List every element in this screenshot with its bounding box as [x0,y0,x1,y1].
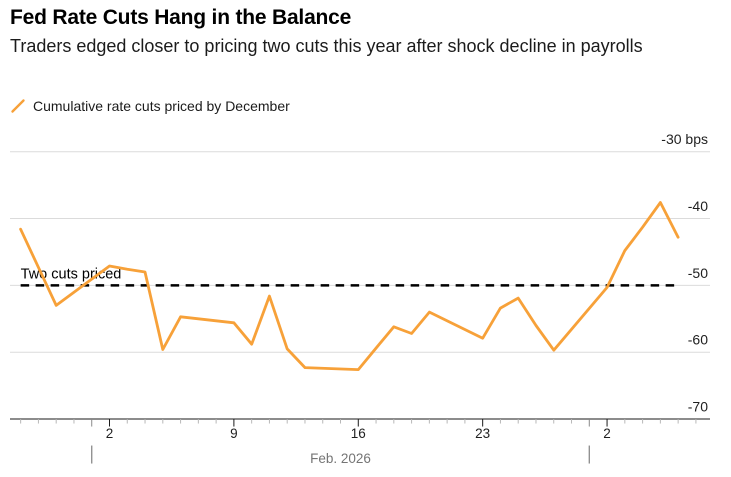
x-axis-label: 2 [106,426,114,441]
y-axis-label: -30 bps [661,131,708,147]
legend: Cumulative rate cuts priced by December [10,98,290,114]
line-chart: -30 bps -40 -50 -60 -70 2 9 16 23 2 Feb. 2026 Two c… [10,131,710,466]
reference-line-label: Two cuts priced [21,266,122,282]
y-axis-label: -50 [688,265,708,281]
slash-icon-stroke [11,99,25,113]
x-axis-label: 23 [475,426,490,441]
x-axis-label: 16 [351,426,366,441]
y-axis-label: -70 [688,399,708,415]
y-axis-label: -40 [688,198,708,214]
month-label: Feb. 2026 [310,451,371,466]
page-title: Fed Rate Cuts Hang in the Balance [10,6,352,29]
chart-subtitle: Traders edged closer to pricing two cuts… [10,36,643,56]
y-axis-label: -60 [688,332,708,348]
slash-icon [11,99,25,113]
x-axis-label: 9 [230,426,238,441]
legend-label: Cumulative rate cuts priced by December [33,98,290,114]
series-line [19,201,680,372]
x-axis-label: 2 [603,426,611,441]
